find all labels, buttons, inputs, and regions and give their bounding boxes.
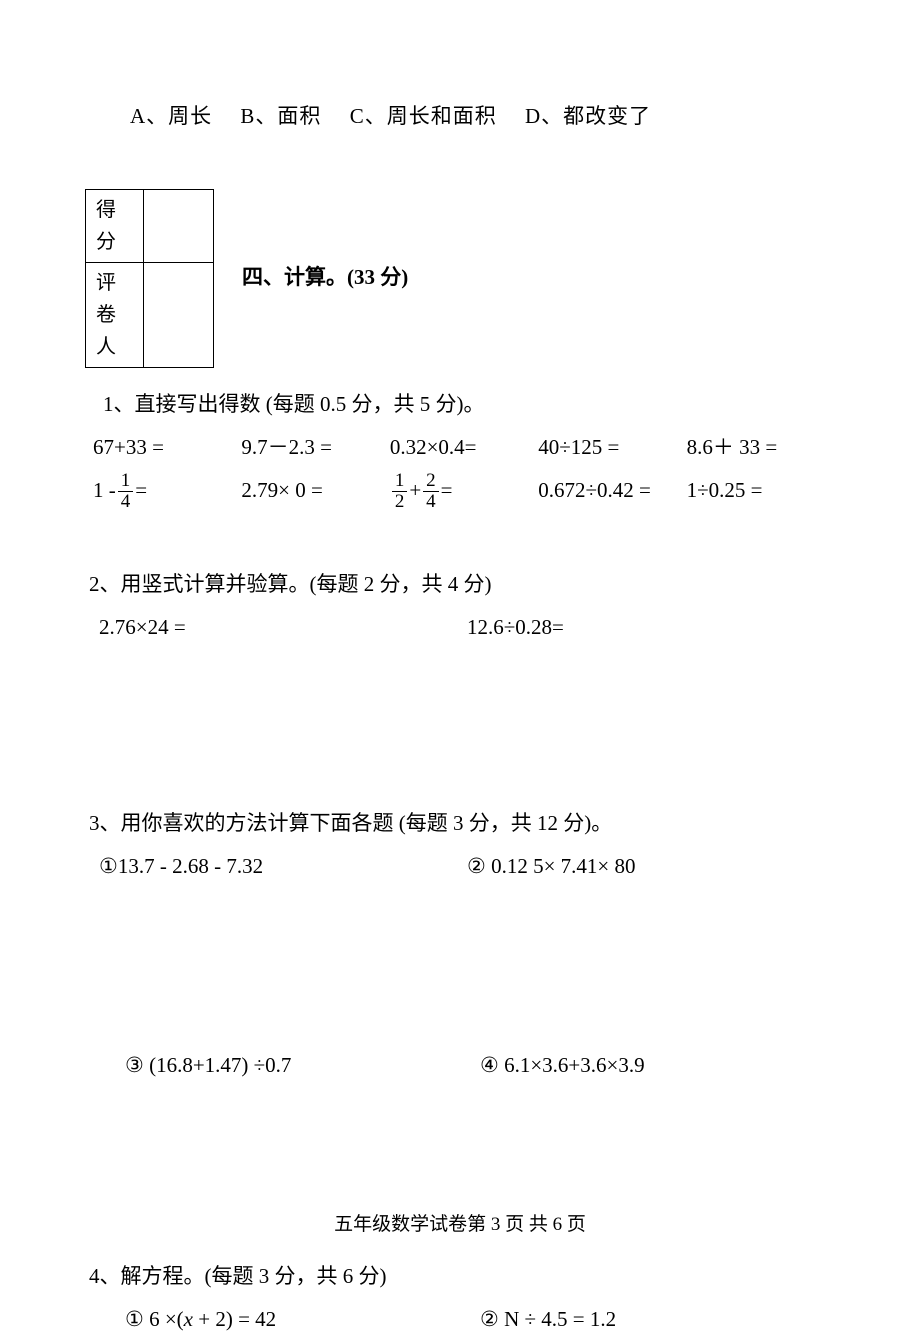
q2-prompt: 2、用竖式计算并验算。(每题 2 分，共 4 分): [89, 568, 835, 602]
score-label: 得分: [86, 189, 144, 262]
q1-r2-c1: 1 - 1 4 =: [93, 471, 241, 512]
q3-prompt: 3、用你喜欢的方法计算下面各题 (每题 3 分，共 12 分)。: [89, 807, 835, 841]
table-row: 得分: [86, 189, 214, 262]
q1-row2: 1 - 1 4 = 2.79× 0 = 1 2 + 2 4 = 0.672÷0.…: [93, 471, 835, 512]
q1-r1-c1: 67+33 =: [93, 431, 241, 465]
numerator: 2: [423, 471, 439, 491]
text: 1 -: [93, 474, 116, 508]
q3-p2: ② 0.12 5× 7.41× 80: [467, 850, 835, 884]
page-footer: 五年级数学试卷第 3 页 共 6 页: [0, 1210, 920, 1240]
table-row: 评卷人: [86, 262, 214, 367]
q1-r2-c2: 2.79× 0 =: [241, 471, 389, 512]
grader-label: 评卷人: [86, 262, 144, 367]
denominator: 4: [423, 491, 439, 512]
q3-row-a: ①13.7 - 2.68 - 7.32 ② 0.12 5× 7.41× 80: [99, 850, 835, 884]
option-c: C、周长和面积: [350, 104, 497, 128]
section-4-header: 得分 评卷人 四、计算。(33 分): [85, 189, 835, 368]
fraction: 2 4: [423, 471, 439, 512]
numerator: 1: [392, 471, 408, 491]
text: ① 6 ×(: [125, 1307, 184, 1331]
q3-row-b: ③ (16.8+1.47) ÷0.7 ④ 6.1×3.6+3.6×3.9: [125, 1049, 835, 1083]
q4-prompt: 4、解方程。(每题 3 分，共 6 分): [89, 1260, 835, 1294]
option-a: A、周长: [130, 104, 212, 128]
option-b: B、面积: [240, 104, 321, 128]
score-table: 得分 评卷人: [85, 189, 214, 368]
q3-p3: ③ (16.8+1.47) ÷0.7: [125, 1049, 480, 1083]
q3-p1: ①13.7 - 2.68 - 7.32: [99, 850, 467, 884]
q4-p2: ② N ÷ 4.5 = 1.2: [480, 1303, 835, 1337]
q2-left: 2.76×24 =: [99, 611, 467, 645]
text: + 2) = 42: [193, 1307, 276, 1331]
q1-r1-c4: 40÷125 =: [538, 431, 686, 465]
q1-r2-c3: 1 2 + 2 4 =: [390, 471, 538, 512]
q4-row: ① 6 ×(x + 2) = 42 ② N ÷ 4.5 = 1.2: [125, 1303, 835, 1337]
q2-row: 2.76×24 = 12.6÷0.28=: [99, 611, 835, 645]
section-4-title: 四、计算。(33 分): [242, 261, 408, 295]
text: +: [409, 474, 421, 508]
q4-p1: ① 6 ×(x + 2) = 42: [125, 1303, 480, 1337]
fraction: 1 2: [392, 471, 408, 512]
q1-r2-c5: 1÷0.25 =: [687, 471, 835, 512]
numerator: 1: [118, 471, 134, 491]
grader-value: [144, 262, 214, 367]
q1-r1-c3: 0.32×0.4=: [390, 431, 538, 465]
q1-row1: 67+33 = 9.7－2.3 = 0.32×0.4= 40÷125 = 8.6…: [93, 431, 835, 465]
option-d: D、都改变了: [525, 104, 651, 128]
fraction: 1 4: [118, 471, 134, 512]
q3-p4: ④ 6.1×3.6+3.6×3.9: [480, 1049, 835, 1083]
mc-options-row: A、周长 B、面积 C、周长和面积 D、都改变了: [85, 100, 835, 134]
q1-r2-c4: 0.672÷0.42 =: [538, 471, 686, 512]
denominator: 4: [118, 491, 134, 512]
q1-r1-c2: 9.7－2.3 =: [241, 431, 389, 465]
q1-prompt: 1、直接写出得数 (每题 0.5 分，共 5 分)。: [103, 388, 835, 422]
q2-right: 12.6÷0.28=: [467, 611, 835, 645]
var-x: x: [184, 1307, 193, 1331]
q1-r1-c5: 8.6＋ 33 =: [687, 431, 835, 465]
score-value: [144, 189, 214, 262]
text: =: [441, 474, 453, 508]
text: =: [135, 474, 147, 508]
denominator: 2: [392, 491, 408, 512]
